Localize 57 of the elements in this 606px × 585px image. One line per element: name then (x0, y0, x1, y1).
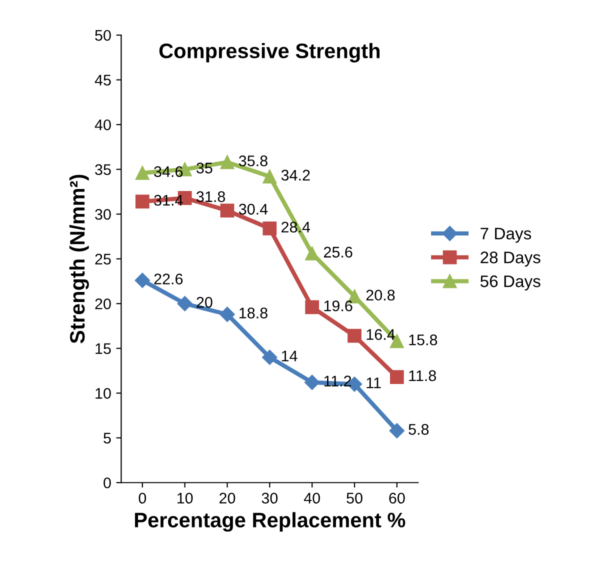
point (390, 370, 404, 384)
x-tick-label: 20 (220, 492, 236, 504)
point (135, 194, 150, 209)
point (220, 306, 235, 322)
y-tick-label: 30 (95, 208, 111, 220)
point (262, 170, 277, 184)
point (389, 423, 404, 438)
chart-title: Compressive Strength (159, 42, 380, 63)
y-tick-label: 35 (95, 164, 111, 176)
y-tick-label: 0 (104, 477, 111, 488)
point (177, 296, 192, 312)
y-tick-label: 25 (95, 254, 111, 265)
x-axis-title: Percentage Replacement % (135, 512, 406, 532)
data-label: 19.6 (324, 300, 352, 312)
y-tick-label: 50 (95, 30, 111, 41)
y-tick-label: 45 (94, 74, 111, 86)
y-tick-label: 20 (95, 298, 111, 310)
point (262, 221, 277, 236)
y-tick-label: 5 (104, 432, 111, 444)
x-tick-label: 50 (346, 492, 362, 504)
data-label: 15.8 (409, 334, 438, 346)
data-label: 31.8 (196, 191, 226, 202)
x-tick-label: 30 (262, 492, 278, 504)
data-label: 35.8 (238, 155, 268, 166)
y-axis-title: Strength (N/mm²) (69, 174, 89, 344)
data-label: 30.4 (238, 204, 268, 215)
data-label: 35 (196, 162, 212, 174)
data-label: 20 (196, 296, 212, 308)
legend-label: 28 Days (480, 252, 540, 267)
point (305, 246, 320, 260)
point (134, 272, 150, 288)
point (220, 155, 234, 170)
data-label: 20.8 (366, 290, 395, 301)
data-label: 22.6 (154, 274, 183, 284)
data-label: 14 (282, 350, 298, 362)
point (220, 204, 234, 218)
data-label: 11.8 (409, 370, 436, 382)
legend-label: 7 Days (480, 228, 532, 243)
legend-label: 56 Days (480, 275, 540, 290)
x-tick-label: 60 (389, 492, 405, 504)
x-tick-label: 40 (304, 492, 320, 504)
data-label: 5.8 (408, 424, 429, 435)
data-label: 11.2 (324, 376, 352, 386)
point (262, 350, 278, 365)
data-label: 11 (366, 378, 381, 388)
point (135, 166, 150, 180)
x-tick-label: 10 (178, 492, 193, 504)
y-tick-label: 15 (96, 343, 111, 354)
point (305, 300, 320, 314)
y-tick-label: 10 (96, 388, 111, 399)
data-label: 34.2 (281, 170, 310, 181)
point (304, 374, 320, 390)
y-tick-label: 40 (94, 119, 111, 130)
x-tick-label: 0 (138, 492, 146, 504)
data-label: 18.8 (240, 308, 268, 318)
point (348, 328, 362, 343)
data-label: 25.6 (324, 246, 352, 258)
